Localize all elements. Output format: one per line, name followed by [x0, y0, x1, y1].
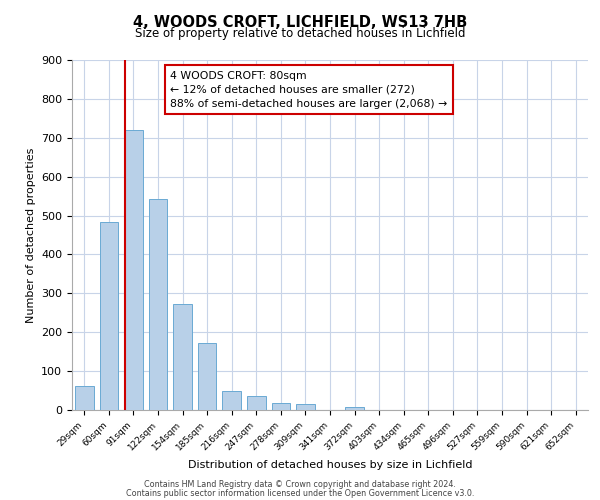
- Bar: [296, 404, 314, 410]
- Bar: [124, 130, 143, 410]
- Text: Contains HM Land Registry data © Crown copyright and database right 2024.: Contains HM Land Registry data © Crown c…: [144, 480, 456, 489]
- Text: 4, WOODS CROFT, LICHFIELD, WS13 7HB: 4, WOODS CROFT, LICHFIELD, WS13 7HB: [133, 15, 467, 30]
- Bar: [198, 342, 217, 410]
- Bar: [247, 396, 265, 410]
- Bar: [149, 199, 167, 410]
- Y-axis label: Number of detached properties: Number of detached properties: [26, 148, 35, 322]
- Bar: [173, 304, 192, 410]
- X-axis label: Distribution of detached houses by size in Lichfield: Distribution of detached houses by size …: [188, 460, 472, 470]
- Text: Contains public sector information licensed under the Open Government Licence v3: Contains public sector information licen…: [126, 488, 474, 498]
- Bar: [75, 386, 94, 410]
- Bar: [272, 403, 290, 410]
- Text: Size of property relative to detached houses in Lichfield: Size of property relative to detached ho…: [135, 28, 465, 40]
- Bar: [100, 222, 118, 410]
- Bar: [223, 392, 241, 410]
- Text: 4 WOODS CROFT: 80sqm
← 12% of detached houses are smaller (272)
88% of semi-deta: 4 WOODS CROFT: 80sqm ← 12% of detached h…: [170, 70, 447, 108]
- Bar: [346, 407, 364, 410]
